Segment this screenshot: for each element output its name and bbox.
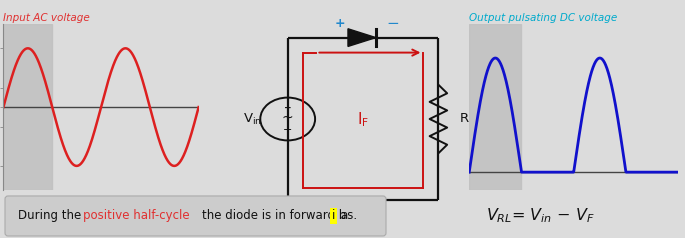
Text: +: + (334, 17, 345, 30)
Text: i: i (332, 209, 336, 223)
FancyBboxPatch shape (5, 196, 386, 236)
Text: $\mathrm{I_F}$: $\mathrm{I_F}$ (357, 111, 369, 129)
Text: Output pulsating DC voltage: Output pulsating DC voltage (469, 13, 617, 23)
Polygon shape (348, 29, 376, 46)
Bar (469, 24, 521, 190)
Text: During the: During the (18, 209, 82, 223)
Text: $\mathrm{V_{in}}$: $\mathrm{V_{in}}$ (242, 111, 262, 127)
Text: as.: as. (340, 209, 357, 223)
Text: $V_{RL}$= $V_{in}$ $-$ $V_F$: $V_{RL}$= $V_{in}$ $-$ $V_F$ (486, 207, 595, 225)
Bar (3, 24, 52, 190)
Text: −: − (387, 16, 399, 31)
Text: positive half-cycle: positive half-cycle (83, 209, 190, 223)
Text: −: − (283, 125, 292, 135)
Text: Input AC voltage: Input AC voltage (3, 13, 90, 23)
Text: $\mathrm{R_L}$: $\mathrm{R_L}$ (459, 111, 475, 127)
Text: ~: ~ (282, 111, 293, 125)
Text: +: + (284, 103, 292, 112)
Text: the diode is in forward b: the diode is in forward b (202, 209, 346, 223)
